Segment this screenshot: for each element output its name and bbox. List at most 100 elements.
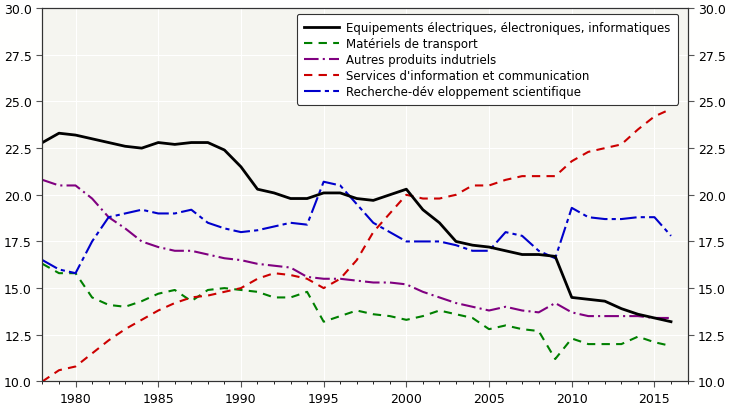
- Matériels de transport: [137, 299, 146, 304]
- Equipements électriques, électroniques, informatiques: [385, 193, 394, 198]
- Autres produits indutriels: [452, 301, 461, 306]
- Matériels de transport: [204, 288, 212, 293]
- Equipements électriques, électroniques, informatiques: [353, 197, 361, 202]
- Matériels de transport: [518, 327, 526, 332]
- Services d'information et communication: [650, 115, 659, 119]
- Autres produits indutriels: [369, 280, 377, 285]
- Autres produits indutriels: [154, 245, 163, 250]
- Matériels de transport: [650, 340, 659, 345]
- Recherche-dév eloppement scientifique: [468, 249, 477, 254]
- Equipements électriques, électroniques, informatiques: [137, 146, 146, 151]
- Recherche-dév eloppement scientifique: [634, 215, 642, 220]
- Autres produits indutriels: [55, 184, 64, 189]
- Equipements électriques, électroniques, informatiques: [567, 295, 576, 300]
- Services d'information et communication: [634, 128, 642, 133]
- Equipements électriques, électroniques, informatiques: [435, 221, 444, 226]
- Services d'information et communication: [71, 364, 80, 369]
- Matériels de transport: [567, 336, 576, 341]
- Services d'information et communication: [154, 308, 163, 313]
- Autres produits indutriels: [584, 314, 593, 319]
- Recherche-dév eloppement scientifique: [120, 211, 129, 216]
- Matériels de transport: [286, 295, 295, 300]
- Equipements électriques, électroniques, informatiques: [418, 208, 427, 213]
- Recherche-dév eloppement scientifique: [418, 239, 427, 244]
- Autres produits indutriels: [634, 314, 642, 319]
- Services d'information et communication: [518, 174, 526, 179]
- Autres produits indutriels: [137, 239, 146, 244]
- Equipements électriques, électroniques, informatiques: [88, 137, 96, 142]
- Recherche-dév eloppement scientifique: [137, 208, 146, 213]
- Autres produits indutriels: [286, 265, 295, 270]
- Autres produits indutriels: [253, 262, 262, 267]
- Autres produits indutriels: [601, 314, 610, 319]
- Autres produits indutriels: [71, 184, 80, 189]
- Services d'information et communication: [286, 273, 295, 278]
- Equipements électriques, électroniques, informatiques: [319, 191, 328, 196]
- Matériels de transport: [369, 312, 377, 317]
- Autres produits indutriels: [170, 249, 179, 254]
- Line: Services d'information et communication: Services d'information et communication: [42, 110, 671, 382]
- Recherche-dév eloppement scientifique: [71, 271, 80, 276]
- Autres produits indutriels: [518, 308, 526, 313]
- Recherche-dév eloppement scientifique: [650, 215, 659, 220]
- Recherche-dév eloppement scientifique: [319, 180, 328, 185]
- Matériels de transport: [336, 314, 345, 319]
- Recherche-dév eloppement scientifique: [435, 239, 444, 244]
- Autres produits indutriels: [402, 282, 411, 287]
- Autres produits indutriels: [666, 316, 675, 321]
- Services d'information et communication: [269, 271, 278, 276]
- Services d'information et communication: [137, 318, 146, 323]
- Line: Equipements électriques, électroniques, informatiques: Equipements électriques, électroniques, …: [42, 134, 671, 322]
- Matériels de transport: [187, 299, 196, 304]
- Recherche-dév eloppement scientifique: [353, 202, 361, 207]
- Services d'information et communication: [584, 150, 593, 155]
- Autres produits indutriels: [38, 178, 47, 183]
- Equipements électriques, électroniques, informatiques: [534, 252, 543, 257]
- Recherche-dév eloppement scientifique: [369, 221, 377, 226]
- Recherche-dév eloppement scientifique: [154, 211, 163, 216]
- Equipements électriques, électroniques, informatiques: [120, 144, 129, 149]
- Recherche-dév eloppement scientifique: [534, 249, 543, 254]
- Autres produits indutriels: [567, 310, 576, 315]
- Recherche-dév eloppement scientifique: [402, 239, 411, 244]
- Matériels de transport: [584, 342, 593, 347]
- Services d'information et communication: [402, 193, 411, 198]
- Recherche-dév eloppement scientifique: [303, 222, 312, 227]
- Recherche-dév eloppement scientifique: [204, 221, 212, 226]
- Equipements électriques, électroniques, informatiques: [336, 191, 345, 196]
- Services d'information et communication: [534, 174, 543, 179]
- Autres produits indutriels: [551, 301, 560, 306]
- Services d'information et communication: [104, 338, 113, 343]
- Services d'information et communication: [601, 146, 610, 151]
- Matériels de transport: [634, 334, 642, 339]
- Autres produits indutriels: [617, 314, 626, 319]
- Autres produits indutriels: [204, 252, 212, 257]
- Services d'information et communication: [369, 230, 377, 235]
- Matériels de transport: [353, 308, 361, 313]
- Services d'information et communication: [38, 379, 47, 384]
- Recherche-dév eloppement scientifique: [452, 243, 461, 248]
- Services d'information et communication: [502, 178, 510, 183]
- Equipements électriques, électroniques, informatiques: [204, 141, 212, 146]
- Equipements électriques, électroniques, informatiques: [104, 141, 113, 146]
- Matériels de transport: [601, 342, 610, 347]
- Line: Autres produits indutriels: Autres produits indutriels: [42, 180, 671, 318]
- Equipements électriques, électroniques, informatiques: [154, 141, 163, 146]
- Recherche-dév eloppement scientifique: [567, 206, 576, 211]
- Autres produits indutriels: [269, 264, 278, 269]
- Equipements électriques, électroniques, informatiques: [634, 312, 642, 317]
- Autres produits indutriels: [534, 310, 543, 315]
- Equipements électriques, électroniques, informatiques: [55, 131, 64, 136]
- Equipements électriques, électroniques, informatiques: [220, 148, 228, 153]
- Recherche-dév eloppement scientifique: [38, 258, 47, 263]
- Services d'information et communication: [220, 290, 228, 294]
- Equipements électriques, électroniques, informatiques: [666, 319, 675, 324]
- Services d'information et communication: [204, 293, 212, 298]
- Recherche-dév eloppement scientifique: [88, 239, 96, 244]
- Autres produits indutriels: [187, 249, 196, 254]
- Line: Matériels de transport: Matériels de transport: [42, 264, 671, 359]
- Equipements électriques, électroniques, informatiques: [452, 239, 461, 244]
- Matériels de transport: [303, 290, 312, 294]
- Matériels de transport: [154, 292, 163, 297]
- Recherche-dév eloppement scientifique: [269, 225, 278, 229]
